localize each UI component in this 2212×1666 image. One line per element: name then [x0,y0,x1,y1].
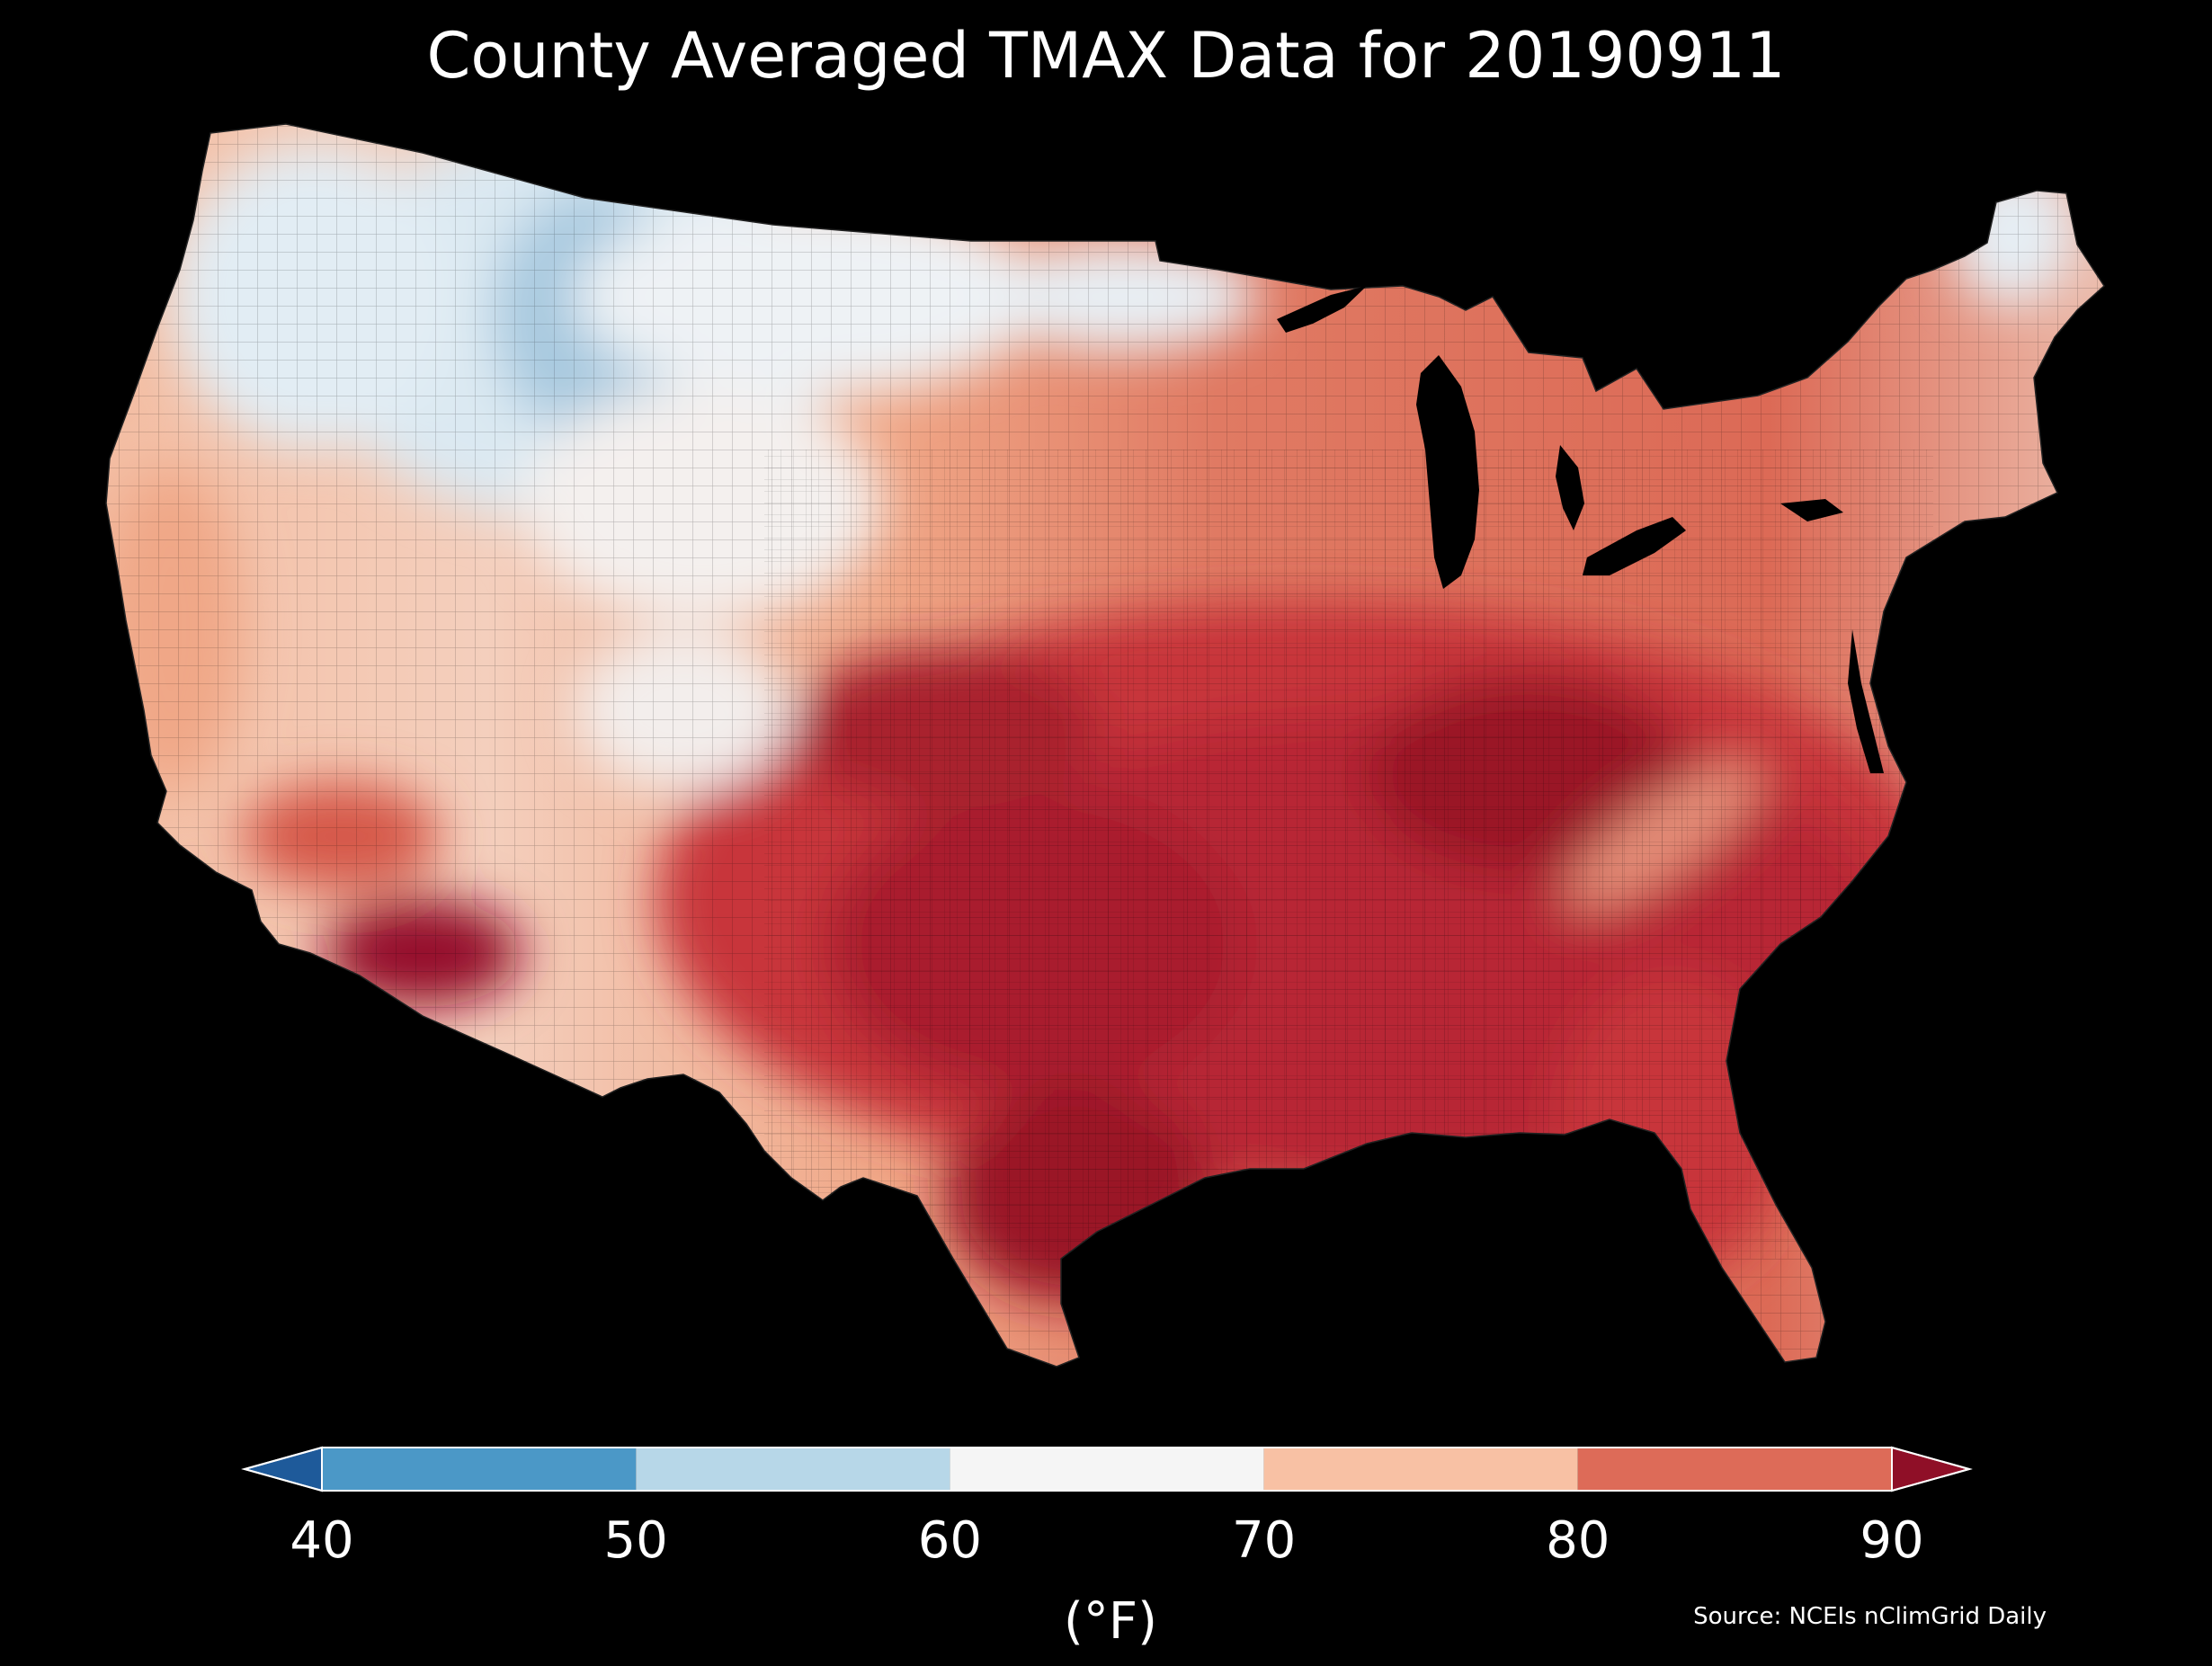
chesapeake-bay [1848,629,1884,773]
colorbar-bin-1 [636,1448,950,1491]
colorbar-bin-2 [950,1448,1264,1491]
colorbar-under-extension [241,1446,323,1492]
colorbar-outline [241,1447,1973,1492]
colorbar-tick-label: 80 [1546,1511,1610,1570]
source-credit: Source: NCEIs nClimGrid Daily [1693,1603,2047,1630]
colorbar-bin-3 [1263,1448,1578,1491]
colorbar-tick-label: 60 [917,1511,983,1570]
colorbar-bin-4 [1577,1448,1892,1491]
colorbar-tick-label: 50 [603,1511,668,1570]
colorbar-unit-label: (°F) [1064,1592,1157,1651]
colorbar-tick-label: 90 [1860,1511,1924,1570]
us-county-map [105,123,2105,1368]
colorbar [241,1446,1973,1492]
us-outline [105,123,2105,1368]
map-title: County Averaged TMAX Data for 20190911 [426,19,1786,93]
colorbar-tick-label: 40 [290,1511,354,1570]
great-lakes [1277,286,1843,589]
colorbar-over-extension [1891,1446,1973,1492]
colorbar-bin-0 [322,1448,637,1491]
colorbar-tick-label: 70 [1231,1511,1297,1570]
